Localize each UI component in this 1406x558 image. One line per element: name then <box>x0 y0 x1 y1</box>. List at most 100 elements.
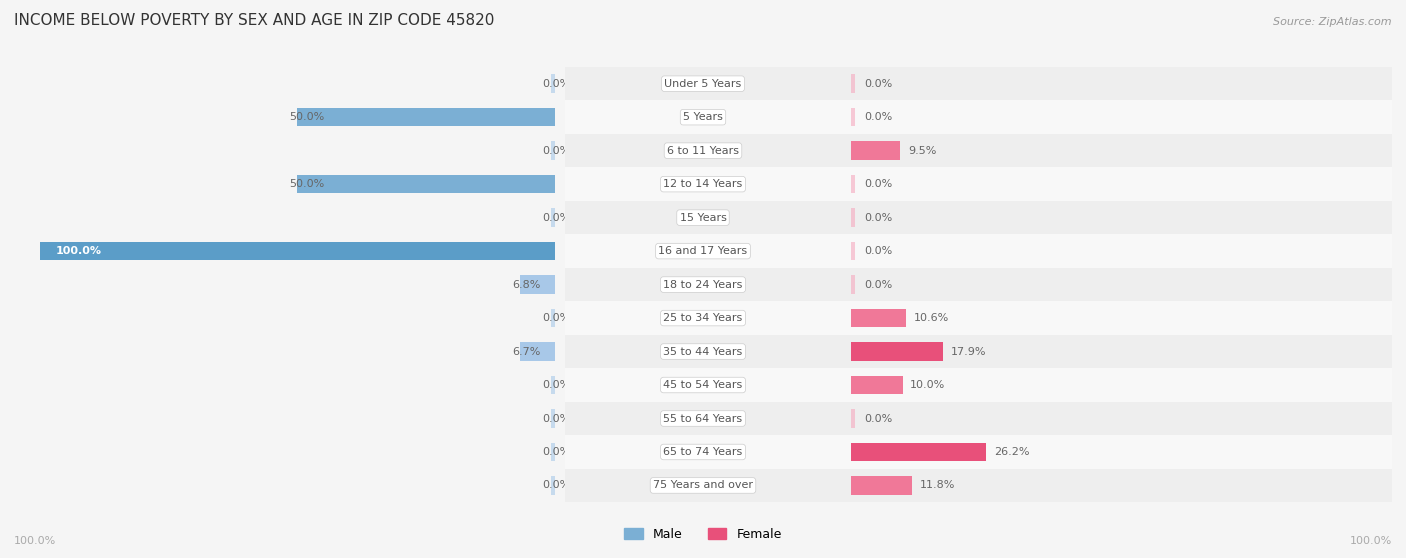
Text: 10.0%: 10.0% <box>910 380 946 390</box>
Text: Under 5 Years: Under 5 Years <box>665 79 741 89</box>
Bar <box>565 201 1116 234</box>
Text: 35 to 44 Years: 35 to 44 Years <box>664 347 742 357</box>
Bar <box>551 208 555 227</box>
Bar <box>551 410 555 427</box>
Bar <box>565 134 869 167</box>
Text: 25 to 34 Years: 25 to 34 Years <box>664 313 742 323</box>
Bar <box>841 402 1392 435</box>
Bar <box>851 108 855 126</box>
Bar <box>565 234 1116 268</box>
Bar <box>565 435 1036 469</box>
Text: 6 to 11 Years: 6 to 11 Years <box>666 146 740 156</box>
Bar <box>841 100 1392 134</box>
Text: 50.0%: 50.0% <box>290 179 325 189</box>
Text: 10.6%: 10.6% <box>914 313 949 323</box>
Text: 0.0%: 0.0% <box>543 380 571 390</box>
Bar <box>841 134 1392 167</box>
Bar <box>565 435 1116 469</box>
Bar <box>565 234 917 268</box>
Bar <box>851 477 912 495</box>
Bar <box>851 309 905 327</box>
Bar <box>39 242 555 260</box>
Bar <box>565 335 973 368</box>
Text: 0.0%: 0.0% <box>543 213 571 223</box>
Text: 6.7%: 6.7% <box>513 347 541 357</box>
Bar <box>841 201 1392 234</box>
Bar <box>551 376 555 394</box>
Bar <box>520 276 555 294</box>
Text: 100.0%: 100.0% <box>14 536 56 546</box>
Bar <box>565 335 1116 368</box>
Text: 0.0%: 0.0% <box>863 246 893 256</box>
Text: 0.0%: 0.0% <box>543 413 571 424</box>
Bar <box>841 368 1392 402</box>
Bar <box>565 167 1116 201</box>
Text: 9.5%: 9.5% <box>908 146 936 156</box>
Text: 0.0%: 0.0% <box>863 413 893 424</box>
Bar <box>851 141 900 160</box>
Bar <box>565 368 993 402</box>
Text: 5 Years: 5 Years <box>683 112 723 122</box>
Bar <box>520 342 555 360</box>
Text: 75 Years and over: 75 Years and over <box>652 480 754 490</box>
Text: 0.0%: 0.0% <box>543 313 571 323</box>
Bar <box>841 167 1392 201</box>
Text: 65 to 74 Years: 65 to 74 Years <box>664 447 742 457</box>
Bar <box>565 402 1116 435</box>
Bar <box>565 167 884 201</box>
Bar <box>841 301 1392 335</box>
Bar <box>851 443 986 461</box>
Bar <box>851 175 855 193</box>
Bar <box>565 134 1116 167</box>
Text: 45 to 54 Years: 45 to 54 Years <box>664 380 742 390</box>
Bar <box>841 234 1392 268</box>
Bar <box>565 268 935 301</box>
Bar <box>565 469 1060 502</box>
Text: 0.0%: 0.0% <box>863 179 893 189</box>
Text: 0.0%: 0.0% <box>543 79 571 89</box>
Bar <box>565 100 1116 134</box>
Text: 11.8%: 11.8% <box>920 480 955 490</box>
Bar <box>851 208 855 227</box>
Bar <box>565 301 1116 335</box>
Text: 0.0%: 0.0% <box>863 280 893 290</box>
Bar <box>565 469 1116 502</box>
Bar <box>565 67 1116 100</box>
Bar <box>565 100 855 134</box>
Bar <box>851 242 855 260</box>
Bar <box>841 435 1392 469</box>
Bar <box>551 141 555 160</box>
Text: 0.0%: 0.0% <box>543 447 571 457</box>
Text: 50.0%: 50.0% <box>290 112 325 122</box>
Bar <box>565 67 841 100</box>
Text: 16 and 17 Years: 16 and 17 Years <box>658 246 748 256</box>
Text: Source: ZipAtlas.com: Source: ZipAtlas.com <box>1274 17 1392 27</box>
Text: 0.0%: 0.0% <box>863 112 893 122</box>
Bar <box>551 309 555 327</box>
Bar <box>297 108 555 126</box>
Text: 6.8%: 6.8% <box>512 280 540 290</box>
Bar <box>565 268 1116 301</box>
Text: 12 to 14 Years: 12 to 14 Years <box>664 179 742 189</box>
Text: 0.0%: 0.0% <box>543 480 571 490</box>
Bar <box>551 477 555 495</box>
Bar <box>565 402 1014 435</box>
Bar <box>851 376 903 394</box>
Bar <box>841 335 1392 368</box>
Text: 100.0%: 100.0% <box>1350 536 1392 546</box>
Text: 0.0%: 0.0% <box>863 79 893 89</box>
Bar <box>551 74 555 93</box>
Bar <box>851 342 943 360</box>
Text: 17.9%: 17.9% <box>950 347 987 357</box>
Text: 0.0%: 0.0% <box>863 213 893 223</box>
Bar <box>841 268 1392 301</box>
Text: 18 to 24 Years: 18 to 24 Years <box>664 280 742 290</box>
Bar <box>841 469 1392 502</box>
Bar <box>851 276 855 294</box>
Bar <box>565 368 1116 402</box>
Text: INCOME BELOW POVERTY BY SEX AND AGE IN ZIP CODE 45820: INCOME BELOW POVERTY BY SEX AND AGE IN Z… <box>14 13 495 28</box>
Bar <box>565 301 953 335</box>
Text: 26.2%: 26.2% <box>994 447 1029 457</box>
Text: 55 to 64 Years: 55 to 64 Years <box>664 413 742 424</box>
Legend: Male, Female: Male, Female <box>619 523 787 546</box>
